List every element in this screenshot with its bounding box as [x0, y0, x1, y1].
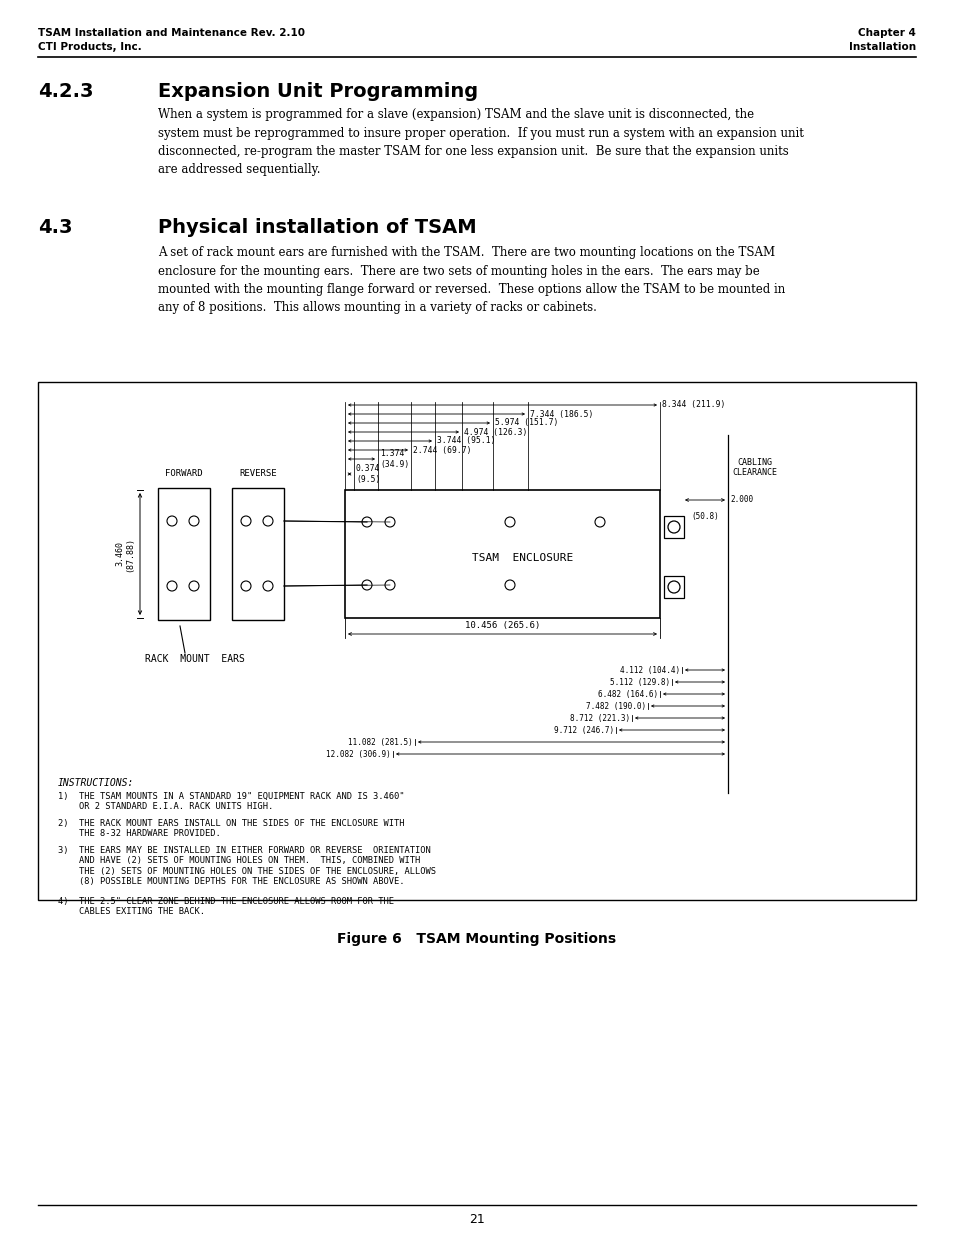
Text: INSTRUCTIONS:: INSTRUCTIONS: [58, 778, 134, 788]
Text: 4.112 (104.4): 4.112 (104.4) [619, 666, 679, 674]
Text: Figure 6   TSAM Mounting Positions: Figure 6 TSAM Mounting Positions [337, 932, 616, 946]
Text: 5.112 (129.8): 5.112 (129.8) [609, 678, 669, 687]
Text: FORWARD: FORWARD [165, 469, 203, 478]
Text: 2.000: 2.000 [729, 495, 752, 505]
Text: 9.712 (246.7): 9.712 (246.7) [554, 725, 614, 735]
Text: CTI Products, Inc.: CTI Products, Inc. [38, 42, 142, 52]
Text: REVERSE: REVERSE [239, 469, 276, 478]
Bar [663, 516, 683, 538]
Text: RACK  MOUNT  EARS: RACK MOUNT EARS [145, 655, 245, 664]
Text: 3.744 (95.1): 3.744 (95.1) [436, 436, 495, 446]
Text: 3)  THE EARS MAY BE INSTALLED IN EITHER FORWARD OR REVERSE  ORIENTATION
    AND : 3) THE EARS MAY BE INSTALLED IN EITHER F… [58, 846, 436, 887]
Text: 8.712 (221.3): 8.712 (221.3) [569, 714, 629, 722]
Text: 2)  THE RACK MOUNT EARS INSTALL ON THE SIDES OF THE ENCLOSURE WITH
    THE 8-32 : 2) THE RACK MOUNT EARS INSTALL ON THE SI… [58, 819, 404, 839]
Text: 1.374
(34.9): 1.374 (34.9) [379, 450, 409, 469]
Text: (50.8): (50.8) [690, 513, 719, 521]
Text: 10.456 (265.6): 10.456 (265.6) [464, 621, 539, 630]
Text: 5.974 (151.7): 5.974 (151.7) [495, 419, 558, 427]
Text: 21: 21 [469, 1213, 484, 1226]
Text: When a system is programmed for a slave (expansion) TSAM and the slave unit is d: When a system is programmed for a slave … [158, 107, 803, 177]
Text: 6.482 (164.6): 6.482 (164.6) [598, 689, 658, 699]
Text: 2.744 (69.7): 2.744 (69.7) [413, 446, 471, 454]
Text: 4.2.3: 4.2.3 [38, 82, 93, 101]
Text: 4.3: 4.3 [38, 219, 72, 237]
Text: 7.482 (190.0): 7.482 (190.0) [585, 701, 645, 710]
Text: 11.082 (281.5): 11.082 (281.5) [348, 737, 413, 746]
Bar [232, 488, 284, 620]
Bar [345, 490, 659, 618]
Text: CABLING
CLEARANCE: CABLING CLEARANCE [731, 458, 776, 478]
Text: 1)  THE TSAM MOUNTS IN A STANDARD 19" EQUIPMENT RACK AND IS 3.460"
    OR 2 STAN: 1) THE TSAM MOUNTS IN A STANDARD 19" EQU… [58, 792, 404, 811]
Text: Expansion Unit Programming: Expansion Unit Programming [158, 82, 477, 101]
Bar [38, 382, 915, 900]
Text: 3.460
(87.88): 3.460 (87.88) [115, 536, 134, 572]
Bar [158, 488, 210, 620]
Text: 4)  THE 2.5" CLEAR ZONE BEHIND THE ENCLOSURE ALLOWS ROOM FOR THE
    CABLES EXIT: 4) THE 2.5" CLEAR ZONE BEHIND THE ENCLOS… [58, 897, 394, 916]
Bar [663, 576, 683, 598]
Text: TSAM Installation and Maintenance Rev. 2.10: TSAM Installation and Maintenance Rev. 2… [38, 28, 305, 38]
Text: A set of rack mount ears are furnished with the TSAM.  There are two mounting lo: A set of rack mount ears are furnished w… [158, 246, 784, 315]
Text: 12.082 (306.9): 12.082 (306.9) [326, 750, 391, 758]
Text: Installation: Installation [848, 42, 915, 52]
Text: 0.374
(9.5): 0.374 (9.5) [355, 464, 380, 484]
Text: 4.974 (126.3): 4.974 (126.3) [463, 427, 527, 436]
Text: Chapter 4: Chapter 4 [858, 28, 915, 38]
Text: 7.344 (186.5): 7.344 (186.5) [530, 410, 593, 419]
Text: 8.344 (211.9): 8.344 (211.9) [661, 400, 724, 410]
Text: Physical installation of TSAM: Physical installation of TSAM [158, 219, 476, 237]
Text: TSAM  ENCLOSURE: TSAM ENCLOSURE [472, 553, 573, 563]
